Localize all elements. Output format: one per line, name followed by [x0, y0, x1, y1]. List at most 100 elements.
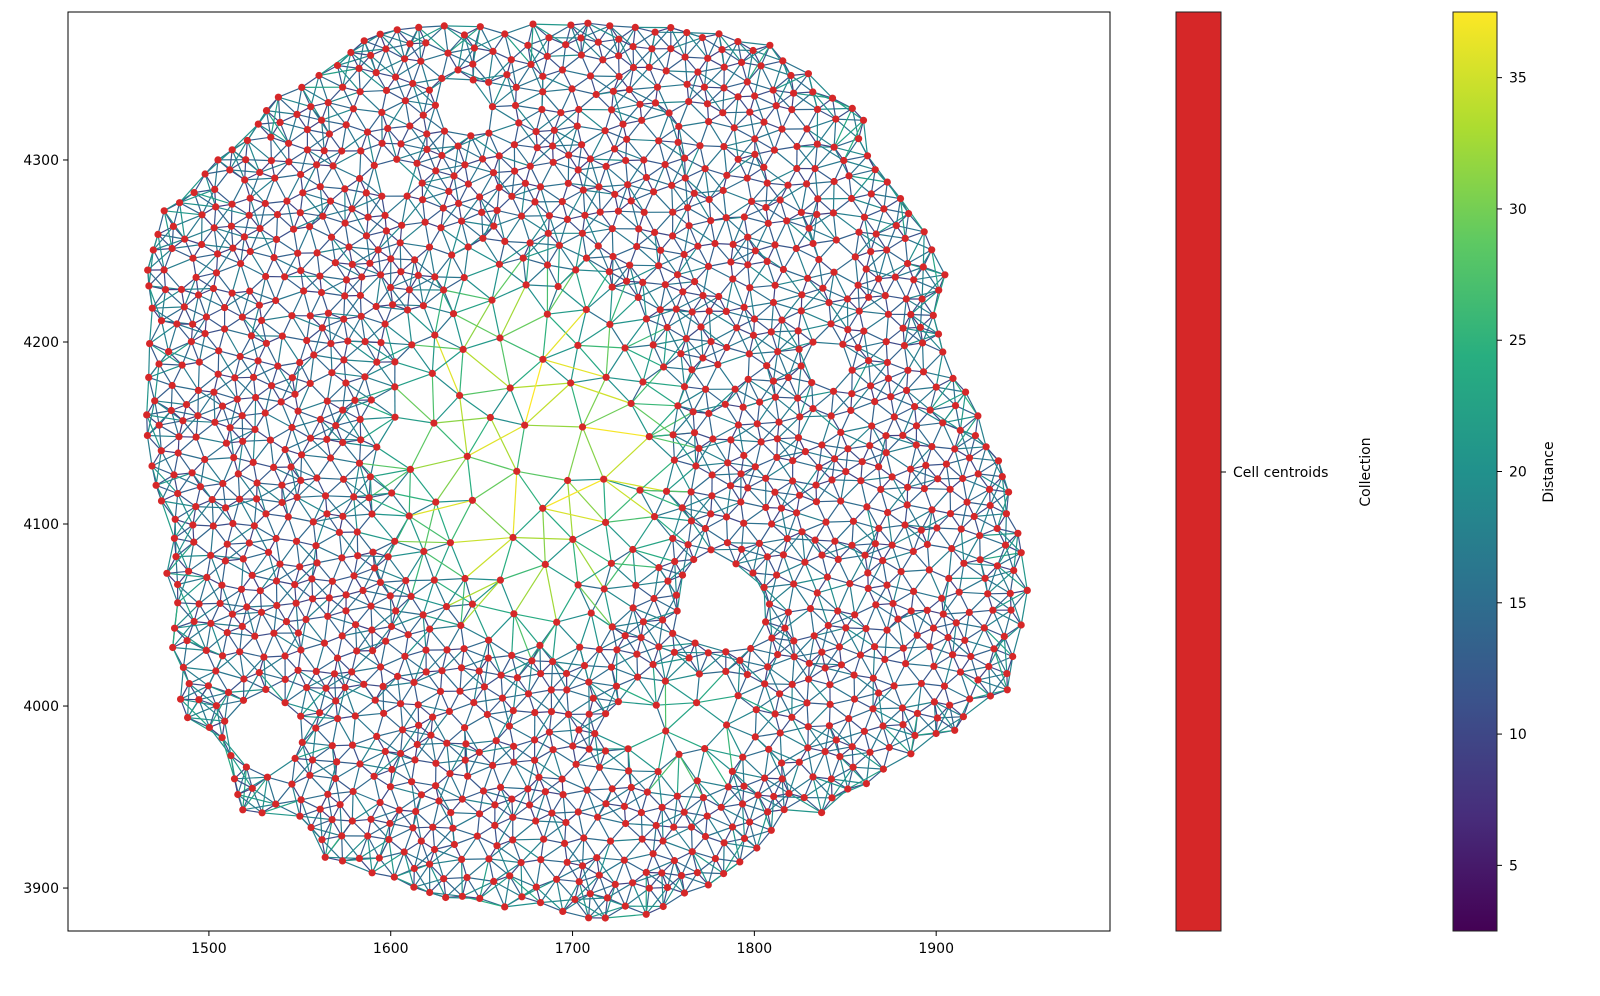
- graph-edge: [750, 261, 767, 287]
- graph-edge: [662, 873, 663, 907]
- graph-edge: [727, 725, 756, 737]
- graph-edge: [841, 426, 872, 432]
- graph-edge: [198, 362, 199, 390]
- graph-edge: [500, 564, 545, 580]
- graph-edge: [811, 609, 815, 636]
- graph-edge: [815, 144, 817, 169]
- graph-edge: [356, 625, 357, 651]
- graph-edge: [764, 122, 774, 150]
- graph-edge: [633, 47, 649, 68]
- graph-edge: [395, 541, 424, 551]
- graph-edge: [894, 684, 921, 686]
- graph-edge: [765, 684, 793, 685]
- graph-edge: [718, 365, 735, 390]
- graph-edge: [653, 665, 656, 706]
- graph-edge: [149, 344, 150, 378]
- graph-edge: [383, 686, 384, 713]
- graph-edge: [205, 443, 227, 459]
- graph-edge: [674, 460, 691, 492]
- graph-edge: [310, 355, 314, 383]
- graph-edge: [310, 373, 332, 384]
- graph-edge: [633, 550, 675, 562]
- graph-edge: [587, 767, 599, 790]
- graph-edge: [447, 743, 450, 773]
- graph-edge: [631, 404, 673, 435]
- graph-edge: [267, 777, 292, 784]
- graph-edge: [748, 265, 775, 286]
- graph-edge: [583, 377, 607, 427]
- graph-edge: [178, 603, 194, 622]
- graph-edge: [841, 410, 851, 432]
- graph-edge: [715, 244, 731, 263]
- graph-edge: [530, 243, 559, 246]
- graph-edge: [460, 396, 468, 457]
- graph-edge: [705, 749, 729, 787]
- graph-edge: [288, 517, 313, 522]
- graph-edge: [841, 501, 867, 507]
- graph-edge: [929, 549, 951, 570]
- graph-edge: [465, 703, 474, 728]
- graph-edge: [331, 458, 344, 479]
- graph-edge: [274, 606, 277, 634]
- graph-edge: [409, 516, 450, 543]
- graph-edge: [487, 711, 513, 715]
- graph-edge: [571, 345, 578, 383]
- graph-edge: [685, 885, 709, 893]
- graph-edge: [610, 324, 625, 348]
- graph-edge: [348, 316, 361, 341]
- graph-edge: [794, 577, 828, 584]
- graph-edge: [835, 521, 854, 541]
- graph-edge: [525, 425, 583, 427]
- graph-edge: [708, 653, 726, 672]
- graph-edge: [665, 674, 699, 681]
- graph-edge: [569, 126, 578, 155]
- graph-edge: [755, 733, 780, 737]
- graph-edge: [633, 550, 659, 568]
- graph-edge: [585, 215, 612, 228]
- graph-edge: [576, 270, 610, 272]
- graph-edge: [679, 102, 689, 127]
- graph-edge: [298, 401, 327, 411]
- graph-edge: [604, 479, 667, 491]
- graph-edge: [243, 440, 271, 441]
- graph-edge: [317, 458, 331, 478]
- graph-edge: [869, 361, 871, 386]
- graph-edge: [494, 881, 505, 907]
- graph-edge: [989, 667, 991, 697]
- graph-edge: [253, 440, 270, 462]
- graph-edge: [1021, 553, 1027, 591]
- graph-edge: [852, 521, 853, 545]
- graph-edge: [386, 231, 390, 259]
- graph-edge: [706, 389, 709, 413]
- graph-edge: [425, 222, 429, 247]
- graph-edge: [313, 760, 337, 762]
- graph-edge: [826, 521, 853, 522]
- graph-edge: [709, 311, 711, 342]
- graph-edge: [410, 456, 467, 469]
- graph-edge: [492, 300, 500, 338]
- graph-edge: [235, 777, 268, 779]
- graph-edge: [323, 209, 352, 216]
- graph-edge: [571, 383, 583, 427]
- graph-edge: [395, 373, 433, 387]
- graph-edge: [697, 873, 723, 874]
- graph-edge: [906, 664, 922, 684]
- graph-edge: [435, 277, 464, 278]
- graph-edge: [196, 437, 226, 443]
- graph-edge: [965, 612, 970, 640]
- graph-edge: [711, 502, 741, 514]
- graph-edge: [640, 490, 682, 508]
- graph-edge: [461, 580, 501, 625]
- graph-edge: [831, 391, 833, 416]
- graph-edge: [677, 796, 703, 797]
- graph-edge: [444, 879, 463, 897]
- graph-edge: [395, 362, 432, 374]
- graph-edge: [764, 557, 767, 588]
- graph-edge: [743, 757, 765, 778]
- graph-edge: [360, 463, 392, 493]
- graph-edge: [969, 594, 987, 613]
- graph-edge: [194, 193, 232, 205]
- graph-edge: [333, 166, 345, 189]
- graph-edge: [875, 402, 895, 417]
